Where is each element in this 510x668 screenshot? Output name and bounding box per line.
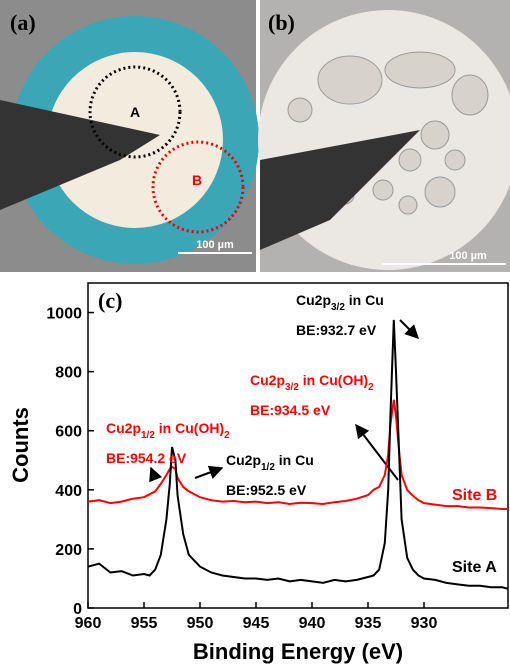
scale-label: 100 µm xyxy=(196,239,234,251)
series-label: Site A xyxy=(452,559,497,576)
annotation-text: Cu2p xyxy=(250,372,285,388)
x-axis-label: Binding Energy (eV) xyxy=(193,639,403,664)
x-tick-label: 930 xyxy=(411,615,438,632)
annotation: Cu2p1/2 in Cu(OH)2 xyxy=(106,420,230,441)
annotation-be: BE:954.2 eV xyxy=(106,450,187,466)
annotation-be: BE:932.7 eV xyxy=(296,322,377,338)
scale-label: 100 µm xyxy=(449,250,487,262)
x-tick-label: 935 xyxy=(355,615,382,632)
annotation: Cu2p3/2 in Cu(OH)2 xyxy=(250,372,374,393)
annotation-sub: 2 xyxy=(224,430,230,441)
panel-label: (a) xyxy=(10,10,36,35)
annotation-be: BE:952.5 eV xyxy=(226,482,307,498)
annotation-sub: 3/2 xyxy=(285,382,299,393)
annotation: Cu2p3/2 in Cu xyxy=(296,292,384,313)
figure: (a) A B 100 µm (b) 100 µm (c) Counts Bin… xyxy=(0,0,510,668)
x-tick-label: 940 xyxy=(299,615,326,632)
annotation-text: in Cu(OH) xyxy=(299,372,368,388)
annotation-sub: 3/2 xyxy=(331,302,345,313)
annotation: Cu2p1/2 in Cu xyxy=(226,452,314,473)
x-tick-label: 950 xyxy=(187,615,214,632)
annotation-text: in Cu xyxy=(275,452,314,468)
annotation-text: Cu2p xyxy=(226,452,261,468)
micrograph-b xyxy=(258,0,510,272)
annotation-text: in Cu(OH) xyxy=(155,420,224,436)
annotation-sub: 1/2 xyxy=(261,462,275,473)
micrograph-a xyxy=(0,0,259,272)
series-label: Site B xyxy=(452,487,497,504)
panel-label: (b) xyxy=(268,10,295,35)
y-tick-label: 800 xyxy=(55,365,82,382)
y-tick-label: 200 xyxy=(55,542,82,559)
annotation-text: in Cu xyxy=(345,292,384,308)
y-tick-label: 0 xyxy=(73,601,82,618)
site-label: B xyxy=(192,172,202,188)
y-tick-label: 600 xyxy=(55,424,82,441)
annotation-sub: 2 xyxy=(368,382,374,393)
y-tick-label: 400 xyxy=(55,483,82,500)
annotation-sub: 1/2 xyxy=(141,430,155,441)
annotation-text: Cu2p xyxy=(296,292,331,308)
x-tick-label: 955 xyxy=(131,615,158,632)
site-label: A xyxy=(130,104,140,120)
y-tick-label: 1000 xyxy=(46,306,82,323)
x-tick-label: 945 xyxy=(243,615,270,632)
annotation-text: Cu2p xyxy=(106,420,141,436)
panel-label: (c) xyxy=(98,288,122,313)
y-axis-label: Counts xyxy=(8,407,33,483)
annotation-be: BE:934.5 eV xyxy=(250,402,331,418)
